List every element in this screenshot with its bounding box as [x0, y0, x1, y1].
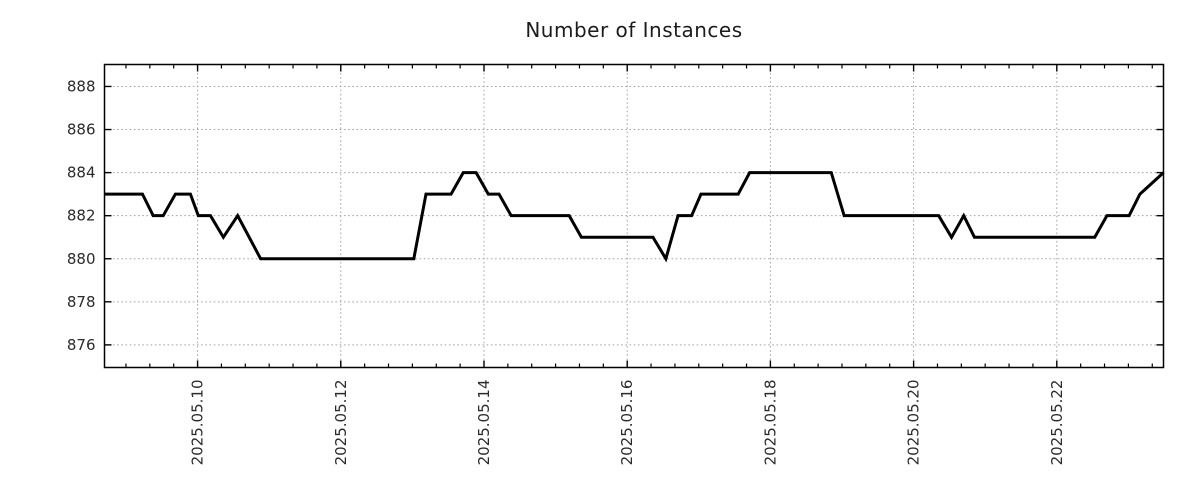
plot-border — [103, 63, 1165, 369]
x-tick-label: 2025.05.14 — [475, 380, 493, 466]
y-tick-label: 882 — [67, 207, 96, 225]
y-tick-label: 878 — [67, 293, 96, 311]
x-tick-label: 2025.05.16 — [618, 380, 636, 466]
x-tick-label: 2025.05.12 — [332, 380, 350, 466]
x-tick-label: 2025.05.10 — [189, 380, 207, 466]
data-line — [104, 171, 1165, 263]
y-tick-label: 888 — [67, 77, 96, 95]
y-tick-label: 876 — [67, 336, 96, 354]
chart-title: Number of Instances — [525, 18, 743, 42]
x-tick-label: 2025.05.20 — [905, 380, 923, 466]
x-tick-label: 2025.05.22 — [1048, 380, 1066, 466]
y-tick-label: 880 — [67, 250, 96, 268]
y-tick-label: 886 — [67, 121, 96, 139]
y-tick-label: 884 — [67, 164, 96, 182]
x-tick-label: 2025.05.18 — [761, 380, 779, 466]
